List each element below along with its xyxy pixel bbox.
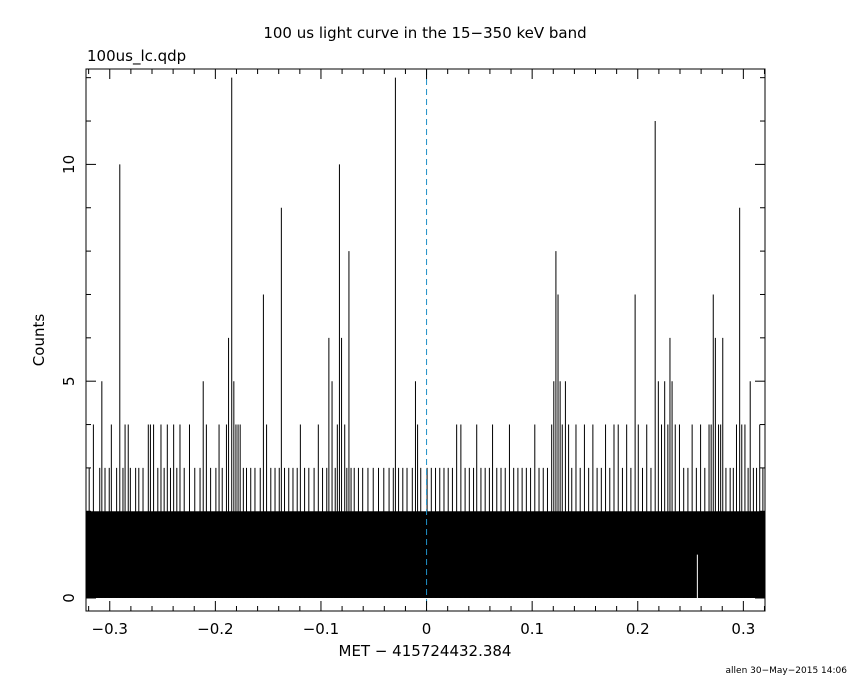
x-tick-label: −0.3 xyxy=(92,620,128,638)
file-label: 100us_lc.qdp xyxy=(87,47,186,66)
x-tick-label: 0.2 xyxy=(626,620,650,638)
x-tick-label: 0.1 xyxy=(520,620,544,638)
x-axis-label: MET − 415724432.384 xyxy=(339,642,512,660)
data-spikes xyxy=(88,77,764,598)
plot-frame xyxy=(85,68,766,612)
x-tick-labels: −0.3 −0.2 −0.1 0 0.1 0.2 0.3 xyxy=(92,620,756,638)
x-tick-label: −0.2 xyxy=(197,620,233,638)
x-tick-label: 0 xyxy=(422,620,432,638)
y-tick-label: 5 xyxy=(60,376,78,386)
x-tick-label: 0.3 xyxy=(731,620,755,638)
y-tick-labels: 0 5 10 xyxy=(60,155,78,603)
baseline-band xyxy=(86,511,765,598)
y-axis-label: Counts xyxy=(30,314,48,367)
x-tick-label: −0.1 xyxy=(303,620,339,638)
baseline-gap xyxy=(696,554,698,598)
y-tick-label: 10 xyxy=(60,155,78,174)
axis-ticks xyxy=(86,69,765,611)
footer-credit: allen 30−May−2015 14:06 xyxy=(726,666,848,676)
y-tick-label: 0 xyxy=(60,593,78,603)
chart-title: 100 us light curve in the 15−350 keV ban… xyxy=(263,24,586,42)
baseline-fill xyxy=(86,511,765,598)
